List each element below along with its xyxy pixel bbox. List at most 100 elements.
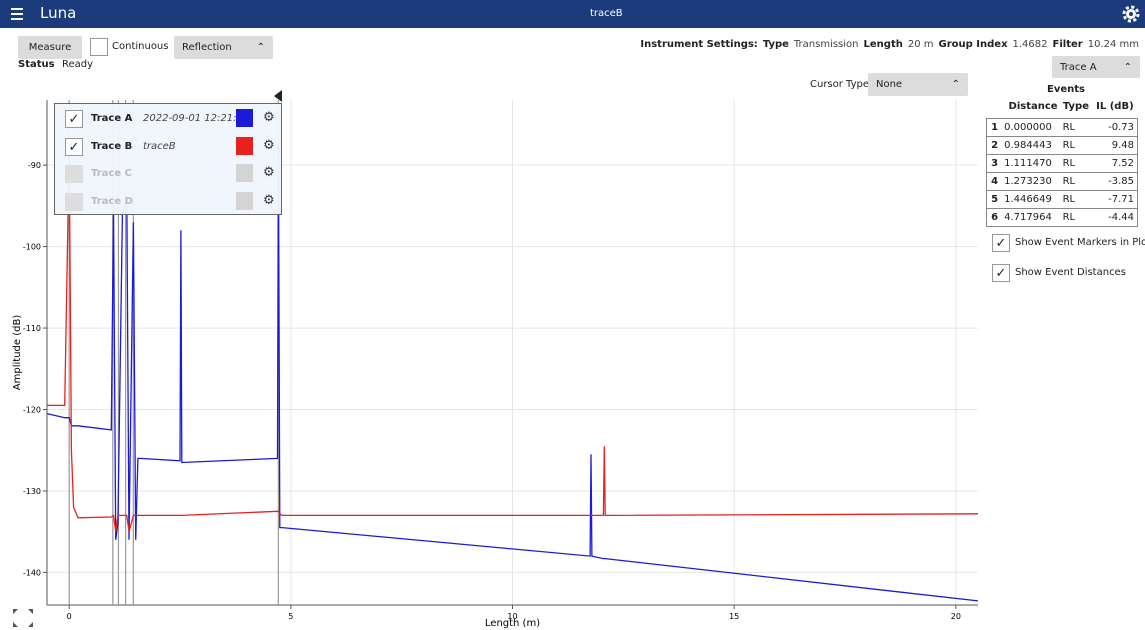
legend-checkbox[interactable] — [65, 165, 83, 183]
continuous-checkbox[interactable] — [90, 38, 108, 56]
y-tick-label: -90 — [28, 161, 41, 170]
event-row: 6 4.717964 RL -4.44 — [986, 208, 1138, 227]
status-label: Status — [18, 59, 55, 70]
event-cell: 2 — [991, 140, 999, 151]
events-header: Distance Type IL (dB) — [987, 99, 1138, 119]
event-cell: 1.446649 — [1004, 194, 1052, 205]
event-cell: 1.273230 — [1004, 176, 1052, 187]
instrument-settings: Instrument Settings: Type Transmission Len… — [640, 39, 1139, 50]
header-cell — [987, 99, 1002, 119]
continuous-label: Continuous — [112, 41, 169, 52]
x-tick-label: 20 — [951, 612, 961, 621]
legend-swatch[interactable] — [236, 136, 253, 155]
legend-collapse[interactable] — [274, 90, 284, 102]
y-tick-label: -100 — [23, 243, 41, 252]
y-tick-label: -110 — [23, 324, 41, 333]
app-title: Luna — [40, 4, 77, 22]
legend-swatch[interactable] — [236, 109, 253, 127]
event-row: 2 0.984443 RL 9.48 — [986, 136, 1138, 155]
trace-select-value: Trace A — [1060, 61, 1097, 73]
event-row: 1 0.000000 RL -0.73 — [986, 118, 1138, 137]
settings-label: Instrument Settings: — [640, 39, 758, 50]
header-cell: Type — [1062, 101, 1089, 112]
legend-detail: traceB — [143, 140, 176, 152]
cursor-label: Cursor Type — [810, 79, 870, 90]
trace-select[interactable]: Trace A ⌃ — [1052, 56, 1140, 78]
setting-value: Transmission — [793, 39, 859, 50]
x-tick-label: 10 — [507, 612, 517, 621]
event-cell: 5 — [991, 194, 999, 205]
event-cell: -4.44 — [1108, 212, 1134, 223]
setting-name: Type — [762, 39, 789, 50]
event-cell: 7.52 — [1111, 158, 1134, 169]
legend: ✓ Trace A 2022-09-01 12:21:21 ⚙ ✓ Trace B trac… — [54, 103, 282, 215]
legend-swatch[interactable] — [236, 191, 253, 210]
setting-value: 1.4682 — [1012, 39, 1048, 50]
setting-value: 10.24 mm — [1087, 39, 1139, 50]
event-cell: 0.000000 — [1004, 122, 1052, 133]
event-cell: RL — [1062, 176, 1076, 187]
legend-detail: 2022-09-01 12:21:21 — [143, 113, 250, 124]
expand-icon[interactable] — [12, 608, 34, 628]
legend-checkbox[interactable]: ✓ — [65, 110, 83, 128]
option-label: Show Event Distances — [1015, 267, 1126, 278]
event-cell: RL — [1062, 158, 1076, 169]
event-cell: -7.71 — [1108, 194, 1134, 205]
setting-name: Length — [863, 39, 903, 50]
event-cell: 3 — [991, 158, 999, 169]
legend-checkbox[interactable]: ✓ — [65, 137, 83, 156]
cursor-select[interactable]: None ⌃ — [868, 73, 968, 96]
legend-name: Trace C — [91, 168, 132, 179]
legend-name: Trace D — [91, 195, 133, 207]
event-cell: RL — [1062, 194, 1076, 205]
event-cell: 4 — [991, 176, 999, 187]
x-tick-label: 5 — [288, 612, 293, 621]
event-cell: RL — [1062, 212, 1076, 223]
menu-icon[interactable] — [11, 7, 25, 21]
x-tick-label: 0 — [67, 612, 72, 621]
measure-button[interactable]: Measure — [18, 36, 82, 59]
y-tick-label: -140 — [23, 568, 41, 577]
legend-gear[interactable]: ⚙ — [263, 110, 275, 125]
legend-gear[interactable]: ⚙ — [263, 192, 275, 208]
status-value: Ready — [62, 59, 94, 70]
events-table: Distance Type IL (dB) 1 0.000000 RL -0.73 2 0.98… — [986, 99, 1138, 227]
event-cell: 9.48 — [1111, 140, 1134, 151]
event-row: 5 1.446649 RL -7.71 — [986, 190, 1138, 209]
event-cell: -3.85 — [1108, 176, 1134, 187]
legend-name: Trace A — [91, 113, 133, 124]
legend-gear[interactable]: ⚙ — [263, 165, 275, 180]
event-cell: 1.111470 — [1004, 158, 1052, 169]
event-cell: 4.717964 — [1004, 212, 1052, 223]
event-cell: 1 — [991, 122, 999, 133]
mode-value: Reflection — [182, 42, 232, 53]
events-grid: Distance Type IL (dB) 1 0.000000 RL -0.73 2 0.98… — [986, 99, 1138, 227]
legend-gear[interactable]: ⚙ — [263, 137, 275, 153]
event-row: 4 1.273230 RL -3.85 — [986, 172, 1138, 191]
legend-checkbox[interactable] — [65, 192, 83, 211]
legend-name: Trace B — [91, 140, 133, 152]
option-label: Show Event Markers in Plot — [1015, 237, 1145, 248]
trace-name: traceB — [590, 8, 623, 19]
x-tick-label: 15 — [729, 612, 739, 621]
y-tick-label: -130 — [23, 487, 41, 496]
legend-swatch[interactable] — [236, 164, 253, 182]
event-cell: RL — [1062, 122, 1076, 133]
event-cell: -0.73 — [1108, 122, 1134, 133]
event-cell: 0.984443 — [1004, 140, 1052, 151]
cursor-value: None — [876, 79, 903, 90]
header-cell: Distance — [1008, 101, 1058, 112]
event-row: 3 1.111470 RL 7.52 — [986, 154, 1138, 173]
event-cell: 6 — [991, 212, 999, 223]
setting-name: Group Index — [938, 39, 1008, 50]
event-cell: RL — [1062, 140, 1076, 151]
y-axis-label: Amplitude (dB) — [12, 315, 23, 391]
mode-select[interactable]: Reflection ⌃ — [174, 36, 273, 59]
setting-name: Filter — [1052, 39, 1083, 50]
settings-icon[interactable] — [1122, 5, 1140, 23]
option-checkbox[interactable]: ✓ — [992, 234, 1010, 252]
events-title: Events — [1047, 84, 1085, 95]
trace-line — [46, 140, 979, 602]
option-checkbox[interactable]: ✓ — [992, 264, 1010, 282]
